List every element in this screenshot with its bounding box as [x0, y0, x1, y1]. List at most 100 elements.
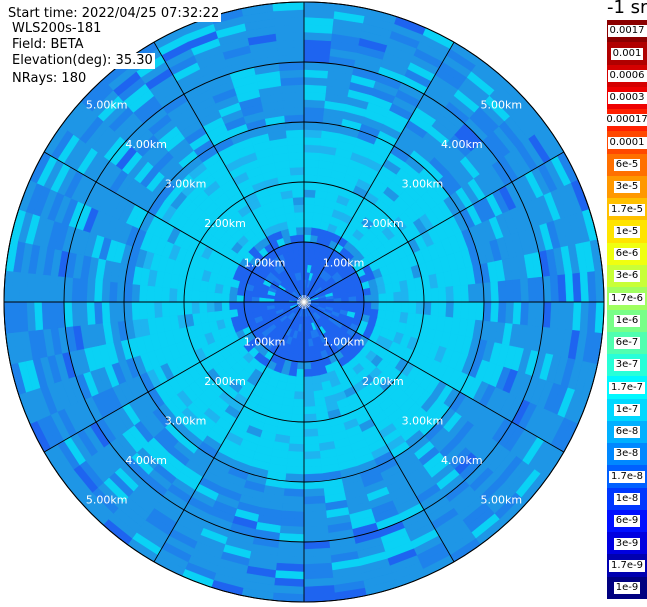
scan-cell	[497, 301, 507, 324]
scan-cell	[296, 234, 305, 243]
colorbar-swatch: 3e-8	[607, 443, 647, 466]
scan-cell	[281, 84, 305, 94]
colorbar-label: 6e-6	[613, 248, 641, 261]
scan-cell	[430, 301, 440, 317]
colorbar-label: 1.7e-5	[608, 203, 646, 216]
scan-cell	[303, 503, 327, 513]
scan-cell	[289, 428, 305, 438]
scan-cell	[393, 291, 402, 303]
scan-cell	[303, 331, 309, 340]
scan-cell	[505, 301, 515, 325]
colorbar-label: 0.00017	[607, 114, 647, 127]
scan-cell	[293, 204, 305, 213]
azimuth-spoke	[153, 41, 305, 303]
scan-cell	[93, 279, 103, 303]
scan-cells	[3, 1, 605, 603]
scan-cell	[303, 339, 309, 348]
scan-cell	[221, 293, 230, 303]
scan-cell	[198, 301, 208, 314]
scan-cell	[512, 301, 522, 325]
colorbar-swatch: 1e-9	[607, 576, 647, 600]
colorbar-swatch: 1.7e-7	[607, 376, 647, 400]
center-fan	[303, 298, 311, 303]
azimuth-spoke	[303, 301, 455, 563]
range-label: 3.00km	[402, 414, 444, 427]
azimuth-spokes	[4, 2, 604, 602]
center-fan	[303, 295, 307, 303]
colorbar-label: 1e-9	[613, 582, 641, 595]
scan-cell	[303, 353, 311, 363]
azimuth-spoke	[43, 301, 305, 453]
scan-cell	[273, 301, 282, 306]
colorbar-swatch: 1.7e-8	[607, 465, 647, 489]
scan-cell	[378, 293, 387, 303]
colorbar-label: 3e-8	[613, 448, 641, 461]
scan-cell	[243, 295, 253, 303]
scan-cell	[303, 465, 323, 475]
scan-cell	[303, 510, 327, 520]
scan-cell	[288, 436, 305, 445]
range-label: 1.00km	[244, 336, 286, 349]
scan-cell	[303, 91, 327, 101]
scan-cell	[168, 301, 178, 317]
device-text: WLS200s-181	[10, 21, 104, 37]
scan-cell	[303, 99, 326, 109]
scan-cell	[131, 301, 141, 321]
scan-cell	[288, 227, 298, 237]
scan-cell	[303, 181, 317, 191]
scan-cell	[303, 324, 308, 333]
scan-cell	[86, 301, 96, 325]
scan-cell	[228, 301, 238, 311]
scan-cell	[370, 301, 380, 311]
range-label: 4.00km	[125, 138, 167, 151]
scan-cell	[176, 288, 185, 303]
scan-cell	[290, 421, 305, 430]
scan-cell	[370, 293, 380, 303]
range-label: 5.00km	[481, 493, 523, 506]
scan-cell	[505, 279, 515, 303]
colorbar-swatch: 3e-6	[607, 264, 647, 288]
colorbar-label: 1.7e-6	[608, 292, 646, 305]
scan-cell	[303, 151, 320, 161]
scan-cell	[282, 495, 305, 505]
scan-cell	[415, 289, 425, 303]
scan-cell	[355, 295, 365, 303]
colorbar-swatch: 1e-6	[607, 309, 647, 333]
scan-cell	[93, 301, 103, 325]
scan-cell	[490, 301, 500, 323]
colorbar-swatch: 6e-6	[607, 242, 647, 266]
scan-cell	[303, 196, 316, 206]
scan-cell	[452, 285, 462, 303]
scan-cell	[303, 144, 321, 154]
scan-cell	[297, 241, 305, 251]
scan-cell	[289, 166, 305, 176]
colorbar-label: 1e-8	[613, 493, 641, 506]
scan-cell	[294, 211, 305, 221]
scan-cell	[445, 301, 455, 318]
scan-cell	[221, 309, 231, 320]
scan-cell	[520, 301, 530, 326]
scan-cell	[400, 290, 410, 303]
start-time-text: Start time: 2022/04/25 07:32:22	[6, 6, 222, 22]
colorbar-swatch: 3e-9	[607, 532, 647, 555]
colorbar-label: 6e-9	[613, 515, 641, 528]
scan-cell	[285, 129, 305, 139]
scan-cell	[288, 443, 305, 453]
scan-cell	[243, 301, 253, 309]
colorbar-label: 1.7e-9	[608, 559, 646, 572]
scan-cell	[161, 301, 170, 318]
scan-cell	[295, 219, 305, 228]
center-fan	[301, 301, 305, 309]
scan-cell	[281, 503, 305, 513]
scan-cell	[303, 129, 323, 139]
scan-cell	[213, 301, 223, 312]
scan-cell	[475, 282, 485, 303]
scan-cell	[284, 121, 305, 131]
scan-cell	[291, 413, 305, 423]
scan-cell	[303, 391, 315, 400]
range-label: 1.00km	[323, 257, 365, 270]
center-fan	[300, 301, 305, 309]
colorbar-label: 0.001	[610, 47, 644, 60]
field-text: Field: BETA	[10, 37, 86, 53]
scan-cell	[445, 286, 455, 303]
